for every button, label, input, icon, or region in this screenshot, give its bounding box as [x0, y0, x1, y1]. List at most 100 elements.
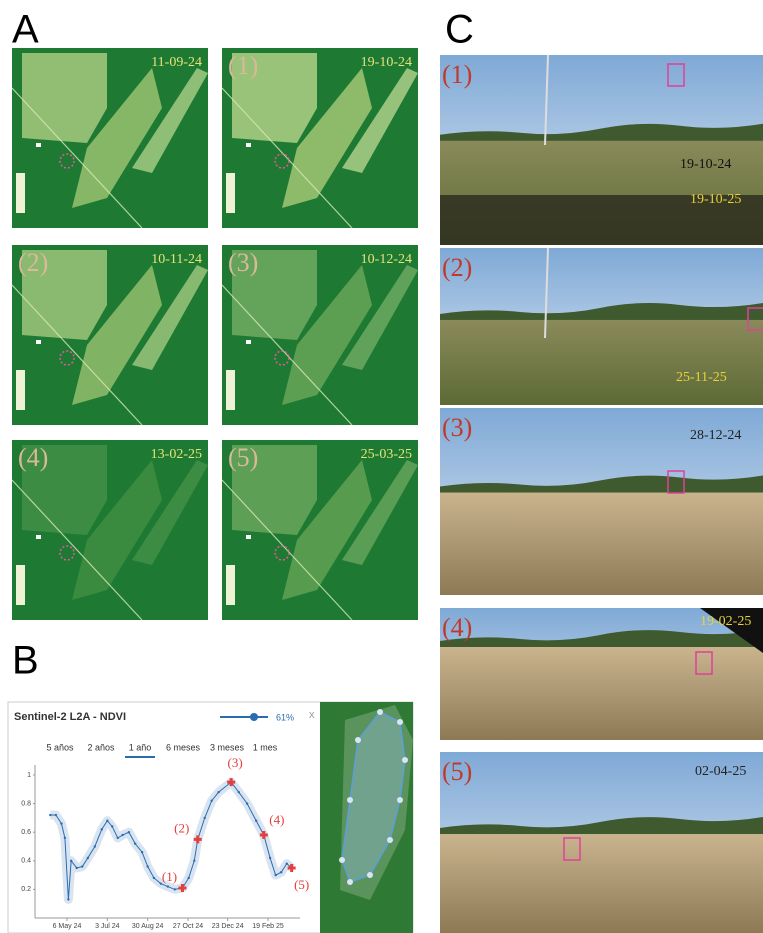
ndvi-point [274, 874, 276, 876]
marker [246, 340, 251, 344]
y-tick-label: 0.4 [21, 858, 31, 865]
ndvi-point [286, 862, 288, 864]
annotation-label: (1) [162, 869, 177, 884]
ndvi-point [106, 820, 108, 822]
range-tab[interactable]: 1 mes [253, 742, 278, 752]
image-date: 19-10-24 [361, 55, 412, 70]
photo-date: 28-12-24 [690, 428, 741, 443]
panel-label: B [12, 639, 39, 683]
aoi-vertex [387, 837, 393, 843]
ground [440, 834, 763, 933]
map-thumbnail [320, 702, 413, 933]
ndvi-point [238, 791, 240, 793]
image-date: 25-03-25 [361, 447, 412, 462]
y-tick-label: 1 [27, 772, 31, 779]
satellite-image: 10-12-24 (3) [222, 245, 418, 425]
field [22, 53, 107, 143]
range-tab[interactable]: 3 meses [210, 742, 245, 752]
photo: (4)19-02-25 [440, 608, 763, 740]
close-button[interactable]: x [309, 709, 315, 721]
x-tick-label: 23 Dec 24 [212, 923, 244, 930]
legend-bar [226, 173, 235, 213]
opacity-value: 61% [276, 712, 294, 722]
range-tab[interactable]: 6 meses [166, 742, 201, 752]
x-tick-label: 19 Feb 25 [252, 923, 284, 930]
aoi-vertex [377, 709, 383, 715]
photo: (2) 25-11-25 [440, 248, 763, 405]
legend-bar [16, 370, 25, 410]
x-tick-label: 6 May 24 [53, 923, 82, 930]
satellite-image: 11-09-24 [12, 48, 208, 228]
image-number: (4) [18, 443, 48, 472]
marker [246, 535, 251, 539]
x-tick-label: 27 Oct 24 [173, 923, 203, 930]
aoi-vertex [339, 857, 345, 863]
photo-date: 25-11-25 [676, 370, 727, 385]
ndvi-point [280, 871, 282, 873]
photo-number: (4) [442, 613, 472, 642]
ndvi-point [76, 867, 78, 869]
marker [246, 143, 251, 147]
marker [36, 340, 41, 344]
ndvi-point [111, 825, 113, 827]
aoi-vertex [355, 737, 361, 743]
panel-label: C [445, 8, 474, 52]
ndvi-point [49, 814, 51, 816]
y-tick-label: 0.8 [21, 800, 31, 807]
annotation-label: (5) [294, 877, 309, 892]
photo-number: (1) [442, 60, 472, 89]
satellite-image: 10-11-24 (2) [12, 245, 208, 425]
image-number: (5) [228, 443, 258, 472]
ndvi-point [188, 877, 190, 879]
image-date: 10-11-24 [151, 252, 202, 267]
aoi-vertex [397, 797, 403, 803]
ndvi-point [246, 802, 248, 804]
y-tick-label: 0.6 [21, 829, 31, 836]
slider-handle[interactable] [250, 713, 258, 721]
panel-label: A [12, 8, 39, 52]
annotation-label: (3) [228, 755, 243, 770]
marker [36, 535, 41, 539]
photo-date: 02-04-25 [695, 764, 746, 779]
ndvi-point [255, 820, 257, 822]
range-tab[interactable]: 5 años [46, 742, 74, 752]
annotation-label: (2) [174, 820, 189, 835]
range-tab[interactable]: 2 años [87, 742, 115, 752]
image-number: (2) [18, 248, 48, 277]
ndvi-point [67, 898, 69, 900]
aoi-vertex [402, 757, 408, 763]
ndvi-point [128, 831, 130, 833]
ndvi-point [121, 834, 123, 836]
figure: A 11-09-24 19-10-24 (1) 10-11-24 (2) 10-12-24 (… [0, 0, 763, 933]
image-date: 11-09-24 [151, 55, 202, 70]
aoi-vertex [347, 797, 353, 803]
legend-bar [226, 565, 235, 605]
ndvi-point [55, 814, 57, 816]
legend-bar [16, 173, 25, 213]
ndvi-point [167, 885, 169, 887]
ground [440, 493, 763, 595]
satellite-image: 25-03-25 (5) [222, 440, 418, 620]
ndvi-point [60, 822, 62, 824]
image-number: (1) [228, 51, 258, 80]
image-date: 13-02-25 [151, 447, 202, 462]
range-tab[interactable]: 1 año [129, 742, 152, 752]
ground [440, 320, 763, 405]
marker [36, 143, 41, 147]
photo-date: 19-10-25 [690, 192, 741, 207]
ndvi-point [117, 837, 119, 839]
image-number: (3) [228, 248, 258, 277]
ndvi-point [87, 857, 89, 859]
legend-bar [16, 565, 25, 605]
x-tick-label: 3 Jul 24 [95, 923, 120, 930]
ndvi-point [153, 877, 155, 879]
photo-number: (3) [442, 413, 472, 442]
photo-number: (2) [442, 253, 472, 282]
ndvi-point [193, 860, 195, 862]
ground [440, 647, 763, 740]
ndvi-point [101, 828, 103, 830]
ndvi-point [174, 888, 176, 890]
photo: (5)02-04-25 [440, 752, 763, 933]
ndvi-point [146, 865, 148, 867]
image-date: 10-12-24 [361, 252, 412, 267]
